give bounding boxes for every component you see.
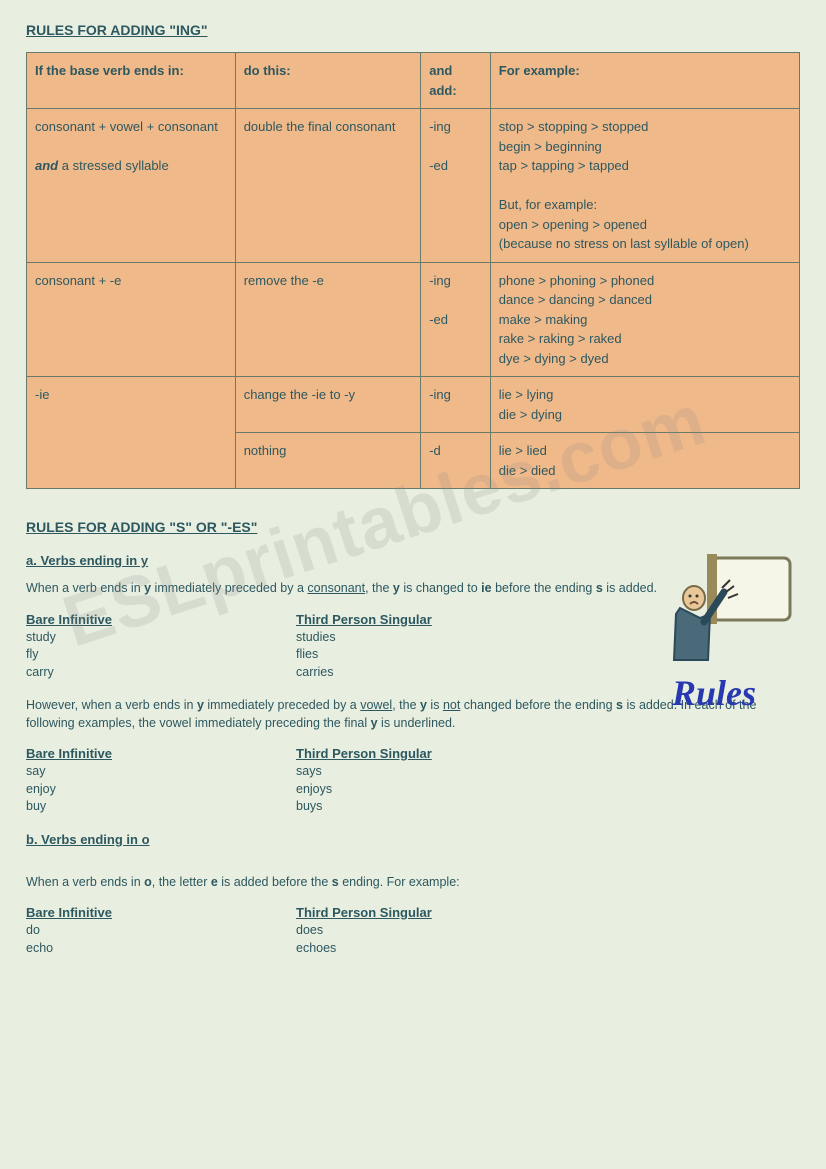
list-item: say — [26, 763, 296, 781]
text-bold: s — [332, 875, 339, 889]
cell: lie > lied die > died — [490, 433, 799, 489]
table-header-row: If the base verb ends in: do this: and a… — [27, 53, 800, 109]
th-2: do this: — [235, 53, 421, 109]
list-item: carry — [26, 664, 296, 682]
col-right: Third Person Singular does echoes — [296, 905, 566, 957]
th-3: and add: — [421, 53, 491, 109]
text-under: vowel — [360, 698, 392, 712]
text: , the — [392, 698, 420, 712]
cell-text: a stressed syllable — [58, 158, 169, 173]
text: immediately preceded by a — [204, 698, 360, 712]
text-bold: s — [616, 698, 623, 712]
col-header: Bare Infinitive — [26, 612, 296, 627]
cell: phone > phoning > phoned dance > dancing… — [490, 262, 799, 377]
col-header: Bare Infinitive — [26, 905, 296, 920]
th-4: For example: — [490, 53, 799, 109]
text: is changed to — [400, 581, 481, 595]
text-bold: s — [596, 581, 603, 595]
subsection-a: a. Verbs ending in y — [26, 553, 800, 568]
text: However, when a verb ends in — [26, 698, 197, 712]
cell: -ing -ed — [421, 109, 491, 263]
col-header: Third Person Singular — [296, 746, 566, 761]
list-item: does — [296, 922, 566, 940]
text: is underlined. — [378, 716, 456, 730]
table-row: -ie change the -ie to -y -ing lie > lyin… — [27, 377, 800, 433]
text: , the letter — [152, 875, 211, 889]
cell: lie > lying die > dying — [490, 377, 799, 433]
text-bold: y — [420, 698, 427, 712]
text: immediately preceded by a — [151, 581, 307, 595]
text-bold: y — [393, 581, 400, 595]
col-right: Third Person Singular says enjoys buys — [296, 746, 566, 816]
list-item: carries — [296, 664, 566, 682]
para: However, when a verb ends in y immediate… — [26, 697, 800, 732]
text-bold: ie — [481, 581, 491, 595]
text: is added before the — [218, 875, 332, 889]
text-under: not — [443, 698, 460, 712]
cell: remove the -e — [235, 262, 421, 377]
col-right: Third Person Singular studies flies carr… — [296, 612, 566, 682]
text-bold: y — [371, 716, 378, 730]
list-item: buy — [26, 798, 296, 816]
text-under: consonant — [307, 581, 365, 595]
col-left: Bare Infinitive say enjoy buy — [26, 746, 296, 816]
th-1: If the base verb ends in: — [27, 53, 236, 109]
list-item: do — [26, 922, 296, 940]
list-item: enjoys — [296, 781, 566, 799]
text: When a verb ends in — [26, 581, 144, 595]
cell: nothing — [235, 433, 421, 489]
para: When a verb ends in y immediately preced… — [26, 580, 800, 598]
col-header: Third Person Singular — [296, 612, 566, 627]
para: When a verb ends in o, the letter e is a… — [26, 874, 800, 892]
rules-table: If the base verb ends in: do this: and a… — [26, 52, 800, 489]
list-item: study — [26, 629, 296, 647]
cell: -ing — [421, 377, 491, 433]
cell: change the -ie to -y — [235, 377, 421, 433]
list-item: says — [296, 763, 566, 781]
cell: -ing -ed — [421, 262, 491, 377]
list-item: fly — [26, 646, 296, 664]
col-header: Third Person Singular — [296, 905, 566, 920]
cell: -d — [421, 433, 491, 489]
page-title-2: RULES FOR ADDING "S" OR "-ES" — [26, 519, 800, 535]
cell-text: consonant + vowel + consonant — [35, 119, 218, 134]
cell: -ie — [27, 377, 236, 489]
cell: consonant + -e — [27, 262, 236, 377]
list-item: buys — [296, 798, 566, 816]
col-header: Bare Infinitive — [26, 746, 296, 761]
text: is added. — [603, 581, 657, 595]
example-columns: Bare Infinitive say enjoy buy Third Pers… — [26, 746, 800, 816]
example-columns: Bare Infinitive study fly carry Third Pe… — [26, 612, 800, 682]
text: ending. For example: — [339, 875, 460, 889]
cell: consonant + vowel + consonant and a stre… — [27, 109, 236, 263]
cell-text-italic: and — [35, 158, 58, 173]
text: , the — [365, 581, 393, 595]
text: before the ending — [492, 581, 596, 595]
text: changed before the ending — [460, 698, 616, 712]
list-item: echoes — [296, 940, 566, 958]
text: When a verb ends in — [26, 875, 144, 889]
col-left: Bare Infinitive do echo — [26, 905, 296, 957]
list-item: studies — [296, 629, 566, 647]
cell: stop > stopping > stopped begin > beginn… — [490, 109, 799, 263]
list-item: enjoy — [26, 781, 296, 799]
example-columns: Bare Infinitive do echo Third Person Sin… — [26, 905, 800, 957]
list-item: flies — [296, 646, 566, 664]
cell: double the final consonant — [235, 109, 421, 263]
text-bold: y — [197, 698, 204, 712]
subsection-b: b. Verbs ending in o — [26, 832, 800, 847]
list-item: echo — [26, 940, 296, 958]
text-bold: o — [144, 875, 152, 889]
text: is — [427, 698, 443, 712]
col-left: Bare Infinitive study fly carry — [26, 612, 296, 682]
page-title-1: RULES FOR ADDING "ING" — [26, 22, 800, 38]
table-row: consonant + -e remove the -e -ing -ed ph… — [27, 262, 800, 377]
text-bold: e — [211, 875, 218, 889]
table-row: consonant + vowel + consonant and a stre… — [27, 109, 800, 263]
